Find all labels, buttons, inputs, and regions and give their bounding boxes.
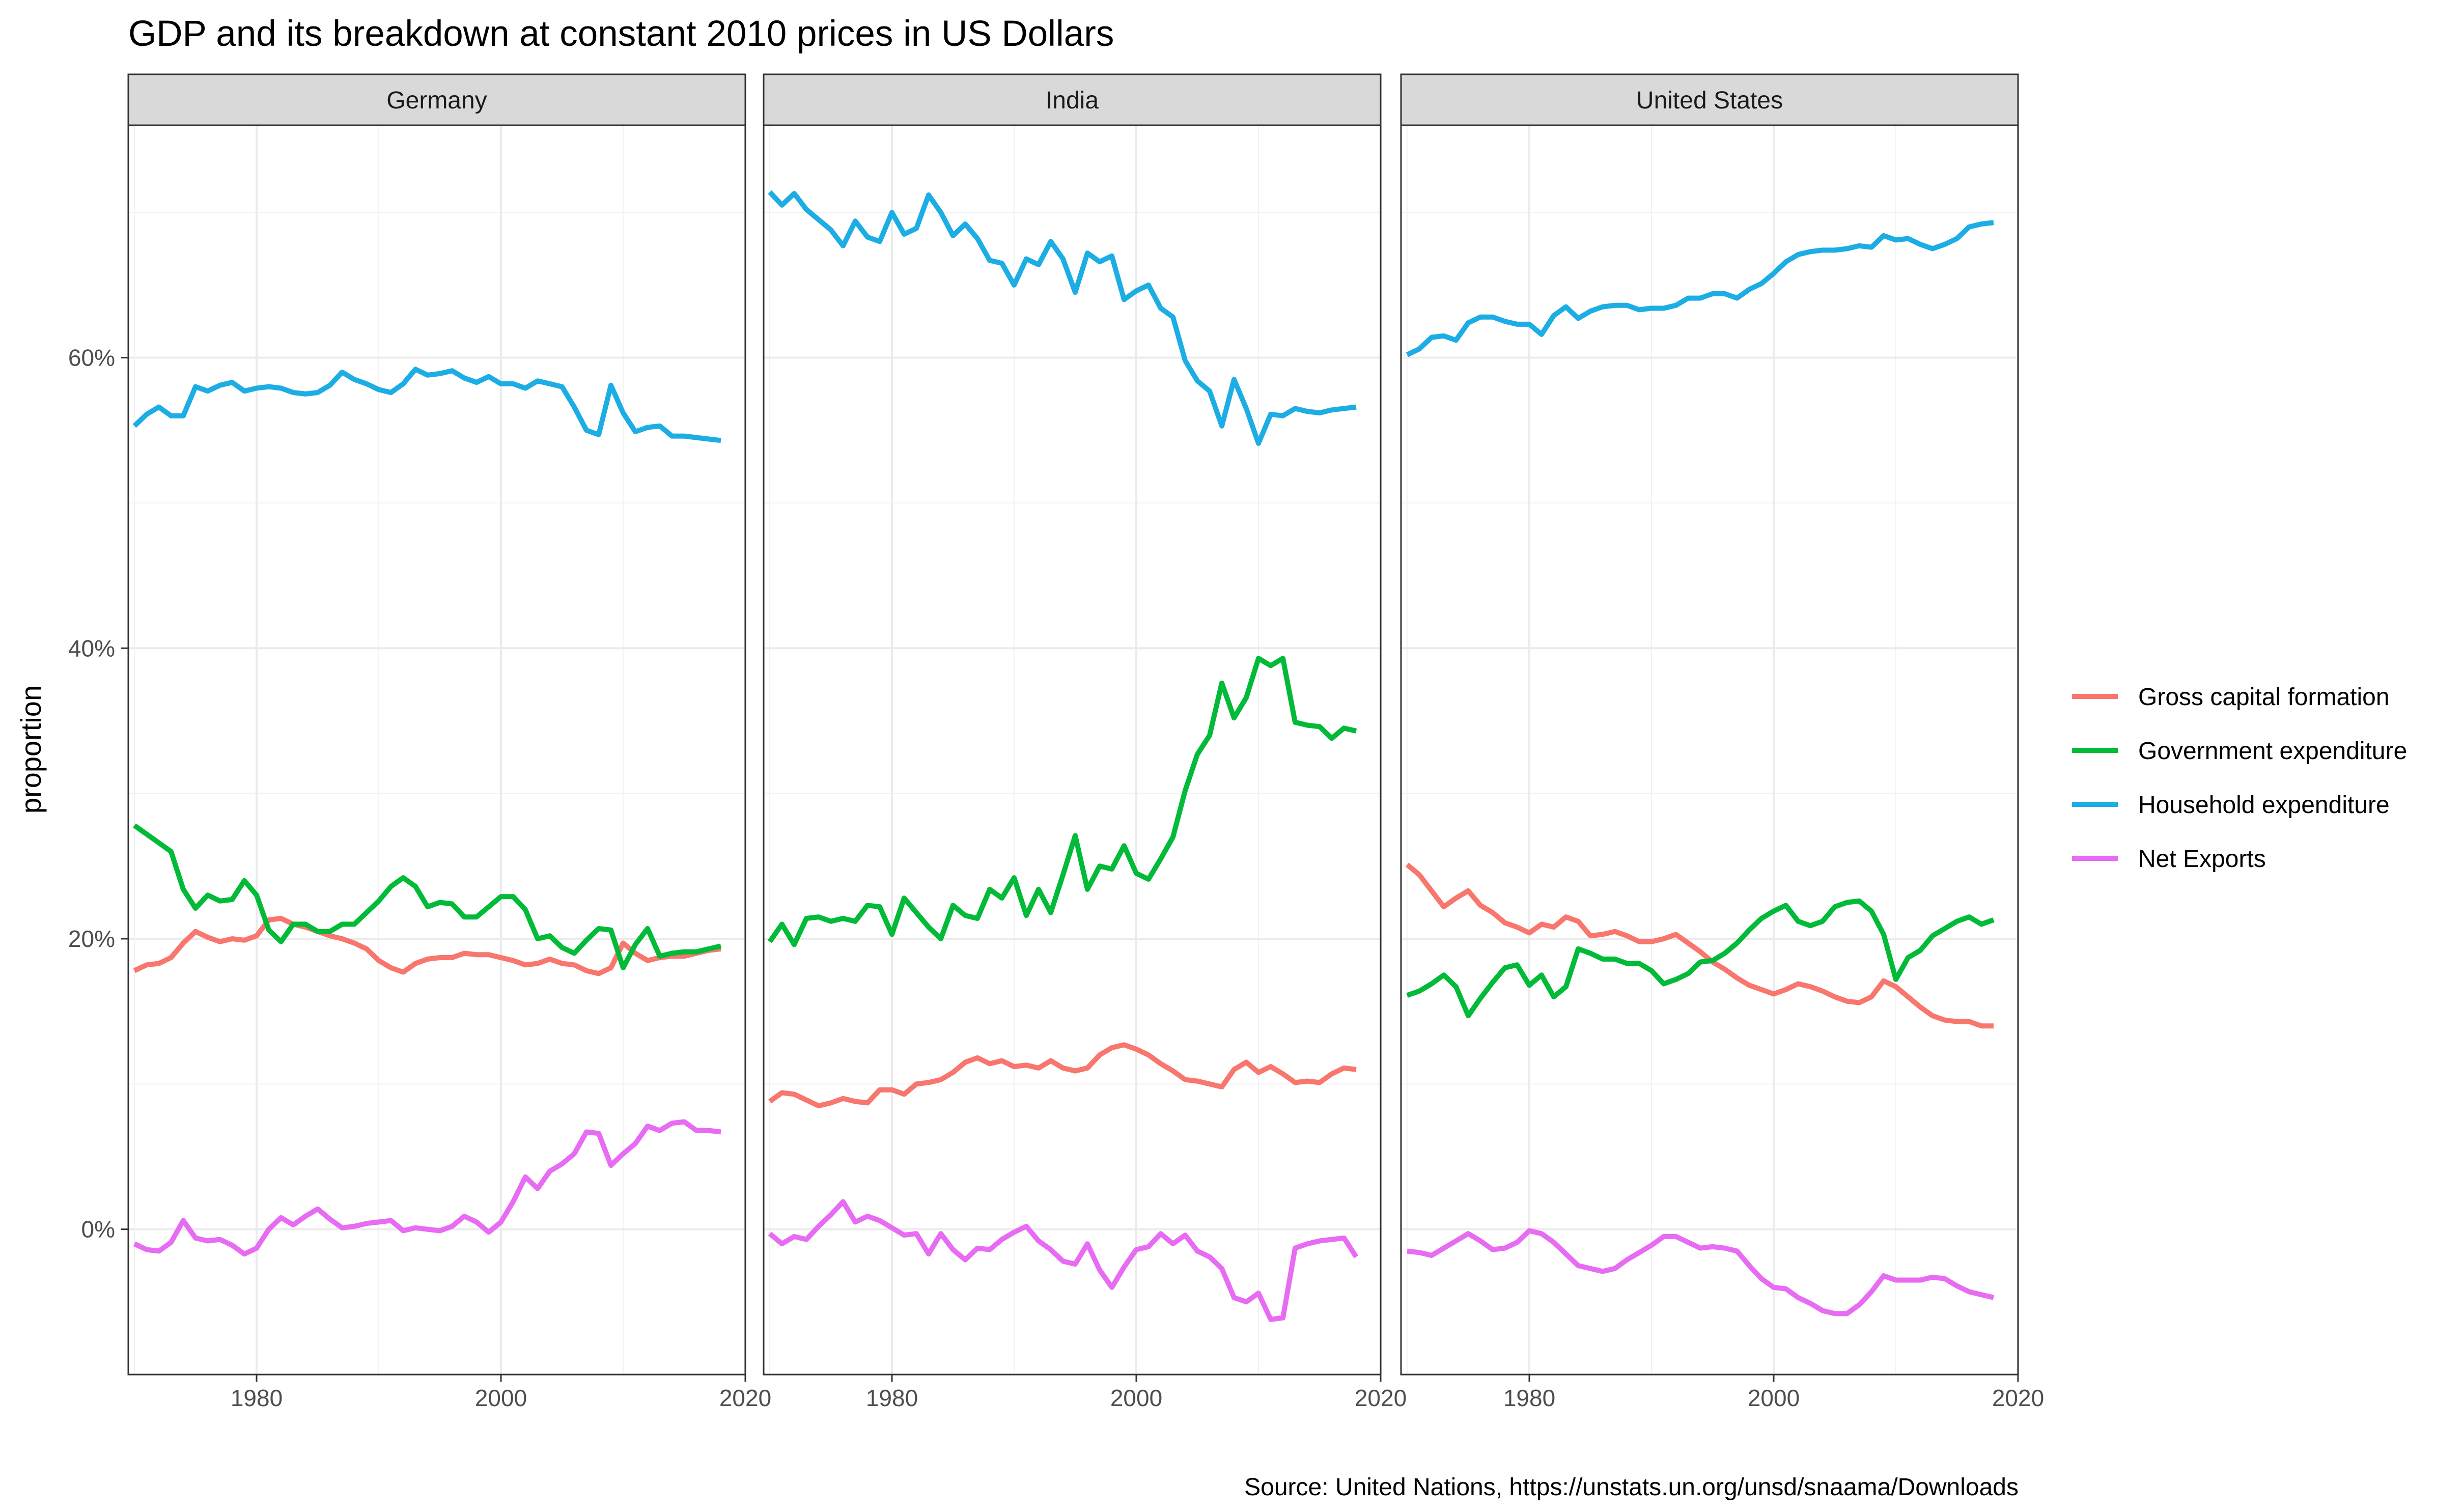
source-caption: Source: United Nations, https://unstats.… <box>1244 1474 2019 1501</box>
series-line-household-expenditure <box>1406 220 1994 357</box>
series-line-household-expenditure <box>768 190 1357 446</box>
legend-item-household-expenditure: Household expenditure <box>2072 792 2390 819</box>
y-tick-label: 40% <box>68 635 115 661</box>
facet-strip-label: Germany <box>386 87 487 114</box>
series-line-government-expenditure <box>1406 898 1995 1019</box>
series-line-gross-capital-formation <box>133 916 721 976</box>
x-tick-label: 2020 <box>719 1385 771 1411</box>
panel-plot-area <box>764 125 1381 1375</box>
legend-label-gross-capital-formation: Gross capital formation <box>2138 684 2390 711</box>
facet-strip <box>1400 73 2019 126</box>
x-tick-label: 1980 <box>231 1385 283 1411</box>
series-line-government-expenditure <box>767 656 1357 947</box>
series-line-government-expenditure <box>133 823 722 970</box>
x-tick-label: 2000 <box>475 1385 527 1411</box>
legend-label-household-expenditure: Household expenditure <box>2138 792 2390 819</box>
series-line-household-expenditure <box>132 367 721 443</box>
panel-plot-area <box>1401 125 2018 1375</box>
x-tick-label: 2000 <box>1748 1385 1800 1411</box>
panel-germany: Germany 1980 2000 2020 0% 20% 40% 60% <box>68 73 771 1411</box>
facet-strip <box>127 73 746 126</box>
series-line-gross-capital-formation <box>1405 862 1994 1029</box>
legend-item-net-exports: Net Exports <box>2072 846 2266 873</box>
panel-india: India 1980 2000 2020 <box>763 73 1407 1411</box>
facet-panels: Germany 1980 2000 2020 0% 20% 40% 60% India 1980 2… <box>68 73 2044 1411</box>
chart-title: GDP and its breakdown at constant 2010 p… <box>128 14 1114 54</box>
legend-item-government-expenditure: Government expenditure <box>2072 738 2407 765</box>
panel-plot-area <box>128 125 745 1375</box>
x-tick-label: 1980 <box>866 1385 918 1411</box>
series-line-net-exports <box>1407 1228 1995 1317</box>
legend: Gross capital formation Government expend… <box>2072 684 2407 873</box>
panel-united-states: United States 1980 2000 2020 <box>1400 73 2044 1411</box>
facet-strip <box>763 73 1382 126</box>
series-line-gross-capital-formation <box>768 1042 1357 1109</box>
x-tick-label: 2000 <box>1110 1385 1162 1411</box>
legend-label-government-expenditure: Government expenditure <box>2138 738 2407 765</box>
y-tick-label: 20% <box>68 926 115 952</box>
facet-strip-label: United States <box>1636 87 1783 114</box>
facet-strip-label: India <box>1046 87 1099 114</box>
legend-item-gross-capital-formation: Gross capital formation <box>2072 684 2390 711</box>
series-line-net-exports <box>768 1199 1359 1322</box>
series-line-net-exports <box>133 1119 721 1257</box>
x-tick-label: 2020 <box>1992 1385 2044 1411</box>
y-axis-title: proportion <box>15 685 47 814</box>
x-tick-label: 2020 <box>1355 1385 1407 1411</box>
y-tick-label: 0% <box>81 1216 115 1243</box>
y-tick-label: 60% <box>68 345 115 371</box>
x-tick-label: 1980 <box>1503 1385 1555 1411</box>
legend-label-net-exports: Net Exports <box>2138 846 2266 873</box>
